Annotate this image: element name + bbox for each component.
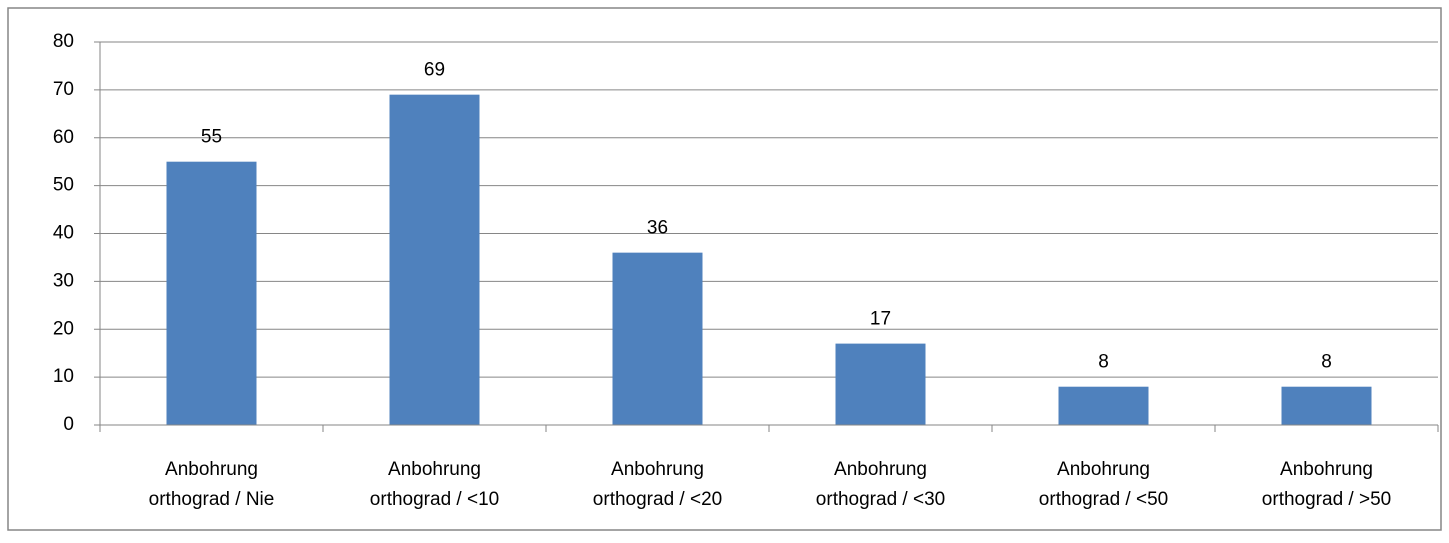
x-tick-label: Anbohrung orthograd / <30 <box>816 459 945 510</box>
data-label: 8 <box>1098 352 1109 373</box>
y-tick-label: 20 <box>53 318 74 339</box>
data-label: 69 <box>424 60 445 81</box>
bar <box>389 94 480 425</box>
y-tick-label: 50 <box>53 175 74 196</box>
y-tick-label: 10 <box>53 366 74 387</box>
bar <box>1058 386 1149 425</box>
y-tick-label: 70 <box>53 79 74 100</box>
y-tick-label: 80 <box>53 31 74 52</box>
y-tick-label: 60 <box>53 127 74 148</box>
data-label: 55 <box>201 127 222 148</box>
y-tick-label: 40 <box>53 223 74 244</box>
x-tick-label: Anbohrung orthograd / >50 <box>1262 459 1391 510</box>
x-tick-label: Anbohrung orthograd / Nie <box>149 459 275 510</box>
y-tick-label: 30 <box>53 270 74 291</box>
x-tick-label: Anbohrung orthograd / <50 <box>1039 459 1168 510</box>
bar <box>612 252 703 425</box>
data-label: 36 <box>647 218 668 239</box>
x-tick-label: Anbohrung orthograd / <10 <box>370 459 499 510</box>
data-label: 8 <box>1321 352 1332 373</box>
y-tick-label: 0 <box>63 414 74 435</box>
x-tick-label: Anbohrung orthograd / <20 <box>593 459 722 510</box>
bar <box>1281 386 1372 425</box>
bar <box>166 161 257 425</box>
data-label: 17 <box>870 309 891 330</box>
bar <box>835 343 926 425</box>
